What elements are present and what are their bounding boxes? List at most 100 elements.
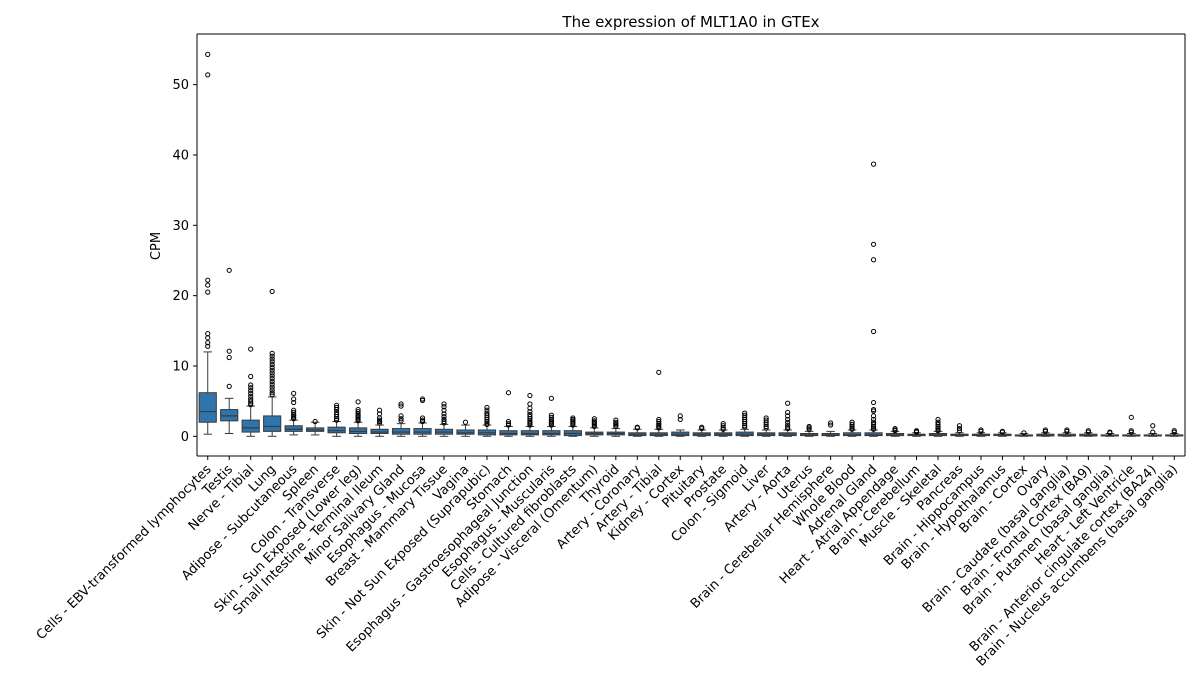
outlier-point xyxy=(677,413,683,419)
outlier-point xyxy=(226,383,232,389)
box-group xyxy=(714,421,733,437)
box xyxy=(348,427,368,434)
outlier-point xyxy=(269,353,275,359)
outlier-point xyxy=(269,373,275,379)
outlier-point xyxy=(269,384,275,390)
outlier-point xyxy=(527,401,533,407)
outlier-point xyxy=(656,418,662,425)
outlier-point xyxy=(785,409,791,415)
box-group xyxy=(1079,428,1098,437)
outlier-point xyxy=(1064,428,1070,434)
outlier-point xyxy=(441,411,447,417)
box xyxy=(263,415,282,432)
outlier-point xyxy=(376,420,383,426)
box-group xyxy=(391,401,411,437)
outlier-point xyxy=(849,426,855,432)
box-group xyxy=(864,161,883,437)
outlier-point xyxy=(441,401,447,407)
outlier-point xyxy=(548,395,554,401)
box-group xyxy=(757,415,776,437)
box xyxy=(499,430,518,436)
outlier-point xyxy=(419,415,426,421)
box-group xyxy=(1036,427,1055,437)
outlier-point xyxy=(591,423,597,430)
box-group xyxy=(649,369,668,437)
outlier-point xyxy=(248,398,254,404)
y-tick-label: 0 xyxy=(181,430,189,445)
outlier-point xyxy=(419,397,426,404)
box xyxy=(370,428,389,434)
outlier-point xyxy=(978,428,984,434)
box-group xyxy=(263,288,282,437)
outlier-point xyxy=(269,381,275,387)
outlier-point xyxy=(205,289,211,295)
outlier-point xyxy=(484,404,490,411)
outlier-point xyxy=(1021,430,1027,436)
outlier-point xyxy=(269,387,275,393)
box-group xyxy=(971,427,991,437)
box xyxy=(413,428,432,435)
outlier-point xyxy=(205,331,211,337)
box-group xyxy=(563,415,582,437)
box xyxy=(542,430,561,436)
outlier-point xyxy=(548,422,554,428)
box-group xyxy=(520,392,540,437)
box-group xyxy=(241,346,260,437)
outlier-point xyxy=(505,390,512,396)
outlier-point xyxy=(1128,429,1134,435)
outlier-point xyxy=(527,416,533,422)
box-group xyxy=(950,423,969,437)
outlier-point xyxy=(849,421,855,427)
outlier-point xyxy=(763,425,769,431)
outlier-point xyxy=(634,425,640,431)
outlier-point xyxy=(312,418,318,425)
box-group xyxy=(1122,414,1141,437)
box-group xyxy=(628,424,647,437)
outlier-point xyxy=(398,416,404,422)
y-tick-label: 50 xyxy=(172,78,189,93)
outlier-point xyxy=(248,402,254,408)
outlier-point xyxy=(785,425,791,432)
outlier-point xyxy=(828,422,834,428)
outlier-point xyxy=(355,399,361,405)
outlier-point xyxy=(870,328,877,335)
box-group xyxy=(778,400,797,437)
outlier-point xyxy=(742,424,748,430)
outlier-point xyxy=(1085,429,1091,435)
box-group xyxy=(1057,427,1076,437)
outlier-point xyxy=(291,416,297,422)
outlier-point xyxy=(205,340,211,346)
outlier-point xyxy=(870,161,877,167)
outlier-point xyxy=(269,378,275,385)
box xyxy=(391,428,411,435)
outlier-point xyxy=(999,429,1006,435)
outlier-point xyxy=(956,428,963,434)
outlier-point xyxy=(441,404,447,410)
outlier-point xyxy=(398,401,404,407)
chart-title: The expression of MLT1A0 in GTEx xyxy=(561,13,819,31)
outlier-point xyxy=(205,72,211,78)
box-group xyxy=(671,413,690,437)
outlier-point xyxy=(870,413,877,419)
outlier-point xyxy=(398,413,404,419)
outlier-point xyxy=(613,423,619,430)
outlier-point xyxy=(699,425,705,432)
outlier-point xyxy=(806,426,812,432)
outlier-point xyxy=(870,421,877,427)
outlier-point xyxy=(269,350,275,356)
box-group xyxy=(1143,423,1162,437)
outlier-point xyxy=(441,414,447,420)
outlier-point xyxy=(269,288,275,295)
outlier-point xyxy=(441,407,447,413)
outlier-point xyxy=(248,390,254,397)
box-group xyxy=(477,404,497,437)
outlier-point xyxy=(291,390,297,397)
y-tick-label: 40 xyxy=(172,148,189,163)
outlier-point xyxy=(419,418,426,425)
outlier-point xyxy=(334,414,340,420)
box xyxy=(220,409,239,422)
outlier-point xyxy=(935,428,941,434)
outlier-point xyxy=(398,418,404,424)
outlier-point xyxy=(505,422,512,428)
